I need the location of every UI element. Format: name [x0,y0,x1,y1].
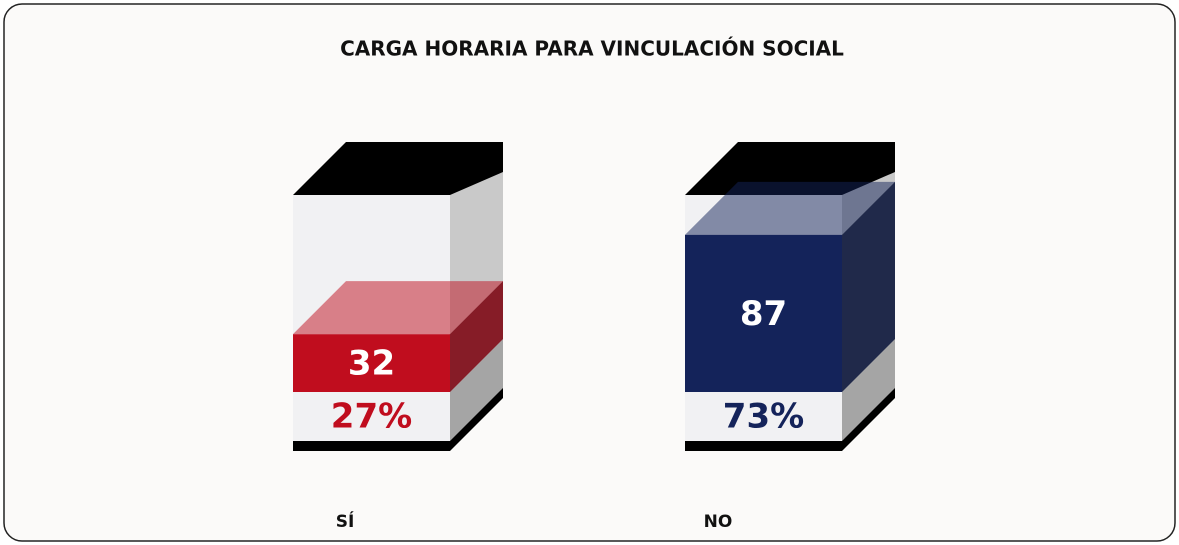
bar-side [842,181,895,392]
bar-side-shade [450,281,503,392]
share-label: 73% [723,397,804,437]
bar-side-shade [842,181,895,392]
box-lid [685,142,895,195]
bar [293,334,450,392]
box-side-low [842,339,895,445]
chart-title: CARGA HORARIA PARA VINCULACIÓN SOCIAL [340,37,844,61]
box-floor [293,388,503,451]
box-lid [293,142,503,195]
box-side-low [450,339,503,445]
bar [685,234,842,392]
value-label: 87 [740,294,787,334]
share-label: 27% [331,397,412,437]
value-label: 32 [348,344,395,384]
bar-top [293,281,503,335]
box-floor [685,388,895,451]
category-label: SÍ [336,510,355,532]
bar-side [450,281,503,392]
bar-top [685,181,895,235]
category-label: NO [704,512,733,532]
frame [3,3,1176,542]
